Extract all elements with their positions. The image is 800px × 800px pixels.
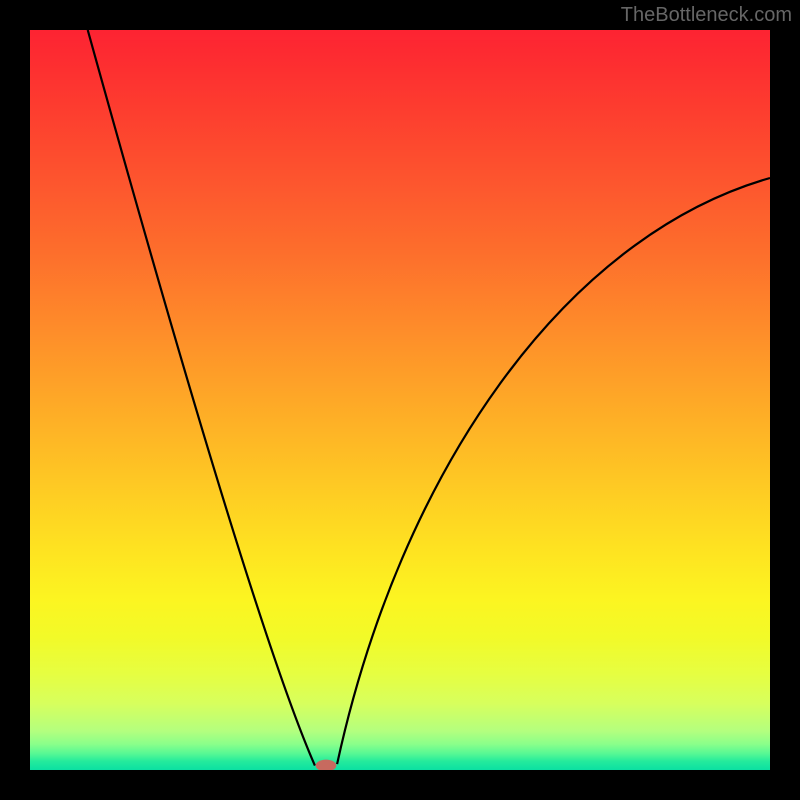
plot-area: [30, 30, 770, 770]
watermark-text: TheBottleneck.com: [621, 4, 792, 27]
chart-svg: [30, 30, 770, 770]
chart-container: TheBottleneck.com: [0, 0, 800, 800]
